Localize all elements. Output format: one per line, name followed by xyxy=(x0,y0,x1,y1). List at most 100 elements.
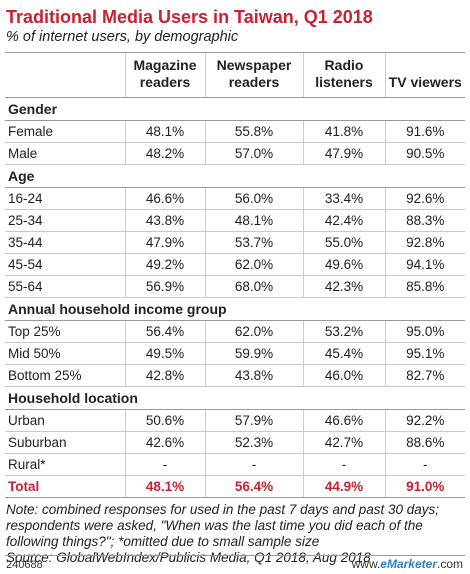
row-label: 35-44 xyxy=(5,231,125,254)
cell-value: 57.0% xyxy=(204,142,303,165)
table-row: 25-34 43.8% 48.1% 42.4% 88.3% xyxy=(5,209,465,232)
cell-value: 46.0% xyxy=(302,364,385,387)
cell-value: 42.7% xyxy=(302,431,385,454)
cell-value: 48.2% xyxy=(124,142,205,165)
cell-value: 52.3% xyxy=(204,431,303,454)
table-row: Mid 50% 49.5% 59.9% 45.4% 95.1% xyxy=(5,342,465,365)
group-header-row: Gender xyxy=(5,97,465,121)
column-header: Newspaper readers xyxy=(204,52,303,98)
cell-value: 56.4% xyxy=(204,475,303,498)
cell-value: 55.0% xyxy=(302,231,385,254)
cell-value: 62.0% xyxy=(204,320,303,343)
note-line: Note: combined responses for used in the… xyxy=(6,502,440,517)
row-label: Total xyxy=(5,475,125,498)
group-label: Household location xyxy=(5,386,465,410)
table-row: Suburban 42.6% 52.3% 42.7% 88.6% xyxy=(5,431,465,454)
group-label: Annual household income group xyxy=(5,297,465,321)
cell-value: 46.6% xyxy=(302,409,385,432)
row-label: Mid 50% xyxy=(5,342,125,365)
cell-value: 48.1% xyxy=(124,120,205,143)
cell-value: 82.7% xyxy=(384,364,465,387)
cell-value: 42.4% xyxy=(302,209,385,232)
cell-value: 92.2% xyxy=(384,409,465,432)
cell-value: 91.0% xyxy=(384,475,465,498)
table-row: 35-44 47.9% 53.7% 55.0% 92.8% xyxy=(5,231,465,254)
cell-value: 42.8% xyxy=(124,364,205,387)
cell-value: 91.6% xyxy=(384,120,465,143)
header-row: Magazine readers Newspaper readers Radio… xyxy=(5,52,465,98)
cell-value: 50.6% xyxy=(124,409,205,432)
group-header-row: Household location xyxy=(5,386,465,410)
cell-value: 41.8% xyxy=(302,120,385,143)
cell-value: 92.6% xyxy=(384,187,465,210)
cell-value: - xyxy=(204,453,303,476)
cell-value: 85.8% xyxy=(384,275,465,298)
cell-value: 44.9% xyxy=(302,475,385,498)
table-row: Female 48.1% 55.8% 41.8% 91.6% xyxy=(5,120,465,143)
cell-value: 48.1% xyxy=(124,475,205,498)
cell-value: 90.5% xyxy=(384,142,465,165)
chart-subtitle: % of internet users, by demographic xyxy=(6,29,239,45)
row-label: Bottom 25% xyxy=(5,364,125,387)
cell-value: 46.6% xyxy=(124,187,205,210)
cell-value: 42.3% xyxy=(302,275,385,298)
source-line: Source: GlobalWebIndex/Publicis Media, Q… xyxy=(6,550,371,565)
column-header xyxy=(5,52,125,98)
cell-value: 94.1% xyxy=(384,253,465,276)
row-label: Urban xyxy=(5,409,125,432)
table-row: 16-24 46.6% 56.0% 33.4% 92.6% xyxy=(5,187,465,210)
cell-value: 48.1% xyxy=(204,209,303,232)
cell-value: 49.2% xyxy=(124,253,205,276)
cell-value: 55.8% xyxy=(204,120,303,143)
chart-id: 240688 xyxy=(6,559,43,571)
cell-value: 49.6% xyxy=(302,253,385,276)
table-row: Male 48.2% 57.0% 47.9% 90.5% xyxy=(5,142,465,165)
row-label: Female xyxy=(5,120,125,143)
note-line: respondents were asked, "When was the la… xyxy=(6,518,423,533)
note-line: following things?"; *omitted due to smal… xyxy=(6,534,320,549)
cell-value: - xyxy=(124,453,205,476)
row-label: 55-64 xyxy=(5,275,125,298)
table-row: Rural* - - - - xyxy=(5,453,465,476)
brand-prefix: www. xyxy=(351,557,381,571)
column-header: TV viewers xyxy=(384,52,465,98)
total-row: Total 48.1% 56.4% 44.9% 91.0% xyxy=(5,475,465,498)
cell-value: 42.6% xyxy=(124,431,205,454)
row-label: 16-24 xyxy=(5,187,125,210)
table-row: 55-64 56.9% 68.0% 42.3% 85.8% xyxy=(5,275,465,298)
row-label: Rural* xyxy=(5,453,125,476)
cell-value: - xyxy=(302,453,385,476)
cell-value: 88.6% xyxy=(384,431,465,454)
cell-value: 56.0% xyxy=(204,187,303,210)
table-row: Bottom 25% 42.8% 43.8% 46.0% 82.7% xyxy=(5,364,465,387)
cell-value: 59.9% xyxy=(204,342,303,365)
cell-value: 95.0% xyxy=(384,320,465,343)
row-label: 25-34 xyxy=(5,209,125,232)
row-label: Male xyxy=(5,142,125,165)
brand-logo: eMarketer xyxy=(380,557,437,571)
brand-suffix: .com xyxy=(436,557,463,571)
brand-link[interactable]: www.eMarketer.com xyxy=(352,557,463,571)
cell-value: 53.2% xyxy=(302,320,385,343)
cell-value: 57.9% xyxy=(204,409,303,432)
group-label: Gender xyxy=(5,97,465,121)
cell-value: 92.8% xyxy=(384,231,465,254)
data-table: Magazine readers Newspaper readers Radio… xyxy=(5,52,465,498)
cell-value: 49.5% xyxy=(124,342,205,365)
group-header-row: Age xyxy=(5,164,465,188)
table-row: Urban 50.6% 57.9% 46.6% 92.2% xyxy=(5,409,465,432)
cell-value: 43.8% xyxy=(204,364,303,387)
group-label: Age xyxy=(5,164,465,188)
cell-value: 53.7% xyxy=(204,231,303,254)
footnotes: Note: combined responses for used in the… xyxy=(6,502,466,566)
column-header: Radio listeners xyxy=(302,52,385,98)
cell-value: 56.4% xyxy=(124,320,205,343)
column-header: Magazine readers xyxy=(124,52,205,98)
cell-value: 33.4% xyxy=(302,187,385,210)
cell-value: - xyxy=(384,453,465,476)
cell-value: 56.9% xyxy=(124,275,205,298)
table-row: Top 25% 56.4% 62.0% 53.2% 95.0% xyxy=(5,320,465,343)
table-body: Gender Female 48.1% 55.8% 41.8% 91.6% Male 48.2… xyxy=(5,97,465,498)
cell-value: 68.0% xyxy=(204,275,303,298)
